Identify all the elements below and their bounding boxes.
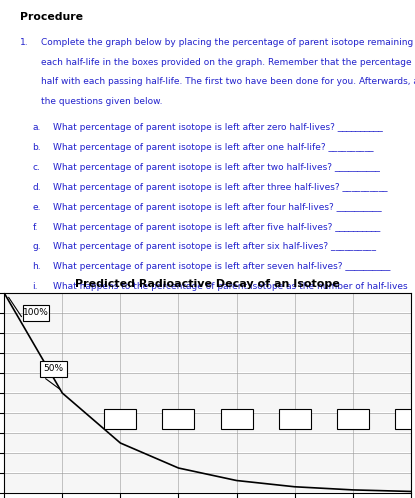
Text: What percentage of parent isotope is left after four half-lives? __________: What percentage of parent isotope is lef… — [53, 203, 381, 212]
Bar — [163, 409, 194, 429]
Bar — [105, 409, 137, 429]
Bar — [221, 409, 252, 429]
Text: What percentage of parent isotope is left after seven half-lives? __________: What percentage of parent isotope is lef… — [53, 262, 391, 271]
Text: What percentage of parent isotope is left after three half-lives? __________: What percentage of parent isotope is lef… — [53, 183, 388, 192]
Text: increase? ______________________: increase? ______________________ — [53, 302, 198, 311]
Text: b.: b. — [33, 143, 41, 152]
Text: 1.: 1. — [20, 38, 29, 47]
Text: d.: d. — [33, 183, 41, 192]
Text: c.: c. — [33, 163, 41, 172]
Text: the questions given below.: the questions given below. — [41, 97, 162, 107]
Bar — [41, 361, 66, 377]
Text: half with each passing half-life. The first two have been done for you. Afterwar: half with each passing half-life. The fi… — [41, 78, 415, 87]
Bar — [395, 409, 415, 429]
Text: i.: i. — [33, 282, 38, 291]
Text: What happens to the percentage of parent isotope as the number of half-lives: What happens to the percentage of parent… — [53, 282, 408, 291]
Title: Predicted Radioactive Decay of an Isotope: Predicted Radioactive Decay of an Isotop… — [75, 279, 340, 289]
Text: f.: f. — [33, 223, 38, 232]
Text: Procedure: Procedure — [20, 12, 83, 22]
Text: a.: a. — [33, 123, 41, 132]
Bar — [279, 409, 310, 429]
Text: h.: h. — [33, 262, 41, 271]
Text: e.: e. — [33, 203, 41, 212]
Bar — [337, 409, 369, 429]
Text: What percentage of parent isotope is left after five half-lives? __________: What percentage of parent isotope is lef… — [53, 223, 380, 232]
Text: What percentage of parent isotope is left after zero half-lives? __________: What percentage of parent isotope is lef… — [53, 123, 383, 132]
Text: 50%: 50% — [44, 365, 63, 374]
Text: What percentage of parent isotope is left after one half-life? __________: What percentage of parent isotope is lef… — [53, 143, 374, 152]
Text: each half-life in the boxes provided on the graph. Remember that the percentage : each half-life in the boxes provided on … — [41, 58, 415, 67]
Text: Complete the graph below by placing the percentage of parent isotope remaining a: Complete the graph below by placing the … — [41, 38, 415, 47]
Text: g.: g. — [33, 243, 41, 251]
Bar — [23, 305, 49, 321]
Text: What percentage of parent isotope is left after two half-lives? __________: What percentage of parent isotope is lef… — [53, 163, 380, 172]
Text: 100%: 100% — [23, 308, 49, 317]
Text: What percentage of parent isotope is left after six half-lives? __________: What percentage of parent isotope is lef… — [53, 243, 376, 251]
